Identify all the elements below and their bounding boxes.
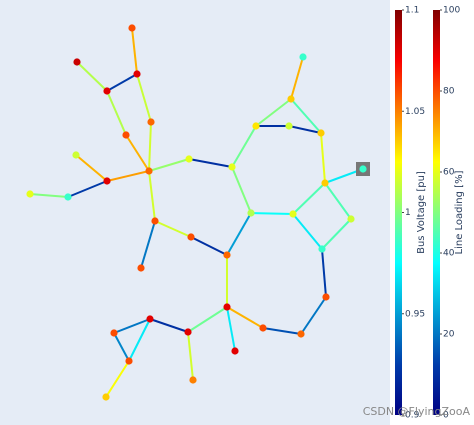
bus-node — [103, 177, 111, 185]
bus-node — [103, 87, 111, 95]
bus-node — [147, 118, 155, 126]
line-edge — [148, 170, 156, 222]
line-edge — [105, 360, 130, 398]
watermark: CSDN @FlyingZooA — [363, 405, 471, 418]
bus-node — [231, 347, 239, 355]
bus-node — [102, 393, 110, 401]
line-edge — [226, 212, 252, 256]
colorbar-tick-label: 80 — [443, 87, 455, 97]
bus-node — [151, 217, 159, 225]
colorbar-title: Bus Voltage [pu] — [416, 171, 427, 254]
line-edge — [290, 98, 322, 134]
colorbar-tick-label: 20 — [443, 330, 455, 340]
line-edge — [320, 132, 326, 184]
line-edge — [106, 73, 138, 92]
line-edge — [187, 331, 194, 381]
line-edge — [140, 220, 156, 269]
bus-node — [289, 210, 297, 218]
line-edge — [136, 73, 152, 123]
line-edge — [148, 158, 190, 172]
line-edge — [255, 98, 292, 127]
bus-node — [133, 70, 141, 78]
line-edge — [226, 306, 236, 352]
line-edge — [149, 318, 189, 333]
bus-node — [26, 190, 34, 198]
bus-node — [322, 293, 330, 301]
colorbar-tick-label: 40 — [443, 249, 455, 259]
colorbar — [395, 10, 402, 415]
line-edge — [106, 90, 127, 136]
bus-node — [317, 129, 325, 137]
bus-node — [110, 329, 118, 337]
line-edge — [29, 193, 69, 198]
bus-node — [252, 122, 260, 130]
line-edge — [75, 154, 108, 182]
colorbar-tick-label: 1.05 — [405, 107, 425, 117]
bus-node — [137, 264, 145, 272]
line-edge — [188, 158, 233, 168]
bus-node — [321, 179, 329, 187]
colorbar — [433, 10, 440, 415]
bus-node — [223, 251, 231, 259]
bus-node — [297, 330, 305, 338]
colorbar-tick-label: 1 — [405, 208, 411, 218]
line-edge — [131, 27, 138, 75]
bus-node — [223, 303, 231, 311]
bus-node — [318, 245, 326, 253]
line-edge — [292, 182, 326, 215]
bus-node — [285, 122, 293, 130]
colorbar-tick-label: 0.95 — [405, 309, 425, 319]
bus-node — [247, 209, 255, 217]
line-edge — [231, 166, 252, 214]
bus-node — [287, 95, 295, 103]
line-edge — [187, 306, 228, 333]
bus-node — [122, 131, 130, 139]
line-edge — [290, 56, 304, 100]
line-edge — [190, 236, 228, 256]
line-edge — [113, 332, 130, 362]
line-edge — [231, 125, 257, 168]
bus-node — [184, 328, 192, 336]
colorbar-tick-label: 1.1 — [405, 6, 419, 16]
bus-node — [347, 215, 355, 223]
line-edge — [250, 212, 294, 215]
bus-node — [185, 155, 193, 163]
bus-node — [128, 24, 136, 32]
bus-node — [187, 233, 195, 241]
line-edge — [300, 296, 327, 335]
line-edge — [324, 182, 352, 220]
plot-background — [0, 0, 390, 425]
line-edge — [76, 61, 108, 92]
bus-node — [146, 315, 154, 323]
line-edge — [321, 218, 352, 250]
bus-node — [259, 324, 267, 332]
line-edge — [125, 134, 150, 172]
colorbar-tick-label: 0.9 — [405, 411, 420, 421]
line-edge — [321, 248, 327, 298]
line-edge — [148, 121, 152, 172]
colorbar-tick-label: 0 — [443, 411, 449, 421]
line-edge — [226, 306, 264, 329]
line-edge — [113, 318, 151, 334]
bus-node — [125, 357, 133, 365]
bus-node — [145, 167, 153, 175]
line-edge — [292, 213, 323, 250]
line-edge — [288, 125, 322, 134]
bus-node — [299, 53, 307, 61]
line-edge — [154, 220, 192, 238]
line-edge — [128, 318, 151, 362]
line-edge — [106, 170, 150, 182]
colorbar-tick-label: 100 — [443, 6, 460, 16]
bus-node — [228, 163, 236, 171]
line-edge — [262, 327, 302, 335]
bus-node — [72, 151, 80, 159]
bus-node — [359, 165, 367, 173]
line-edge — [67, 180, 108, 198]
bus-node — [64, 193, 72, 201]
bus-node — [73, 58, 81, 66]
colorbar-title: Line Loading [%] — [454, 170, 465, 254]
colorbar-tick-label: 60 — [443, 168, 455, 178]
bus-node — [189, 376, 197, 384]
